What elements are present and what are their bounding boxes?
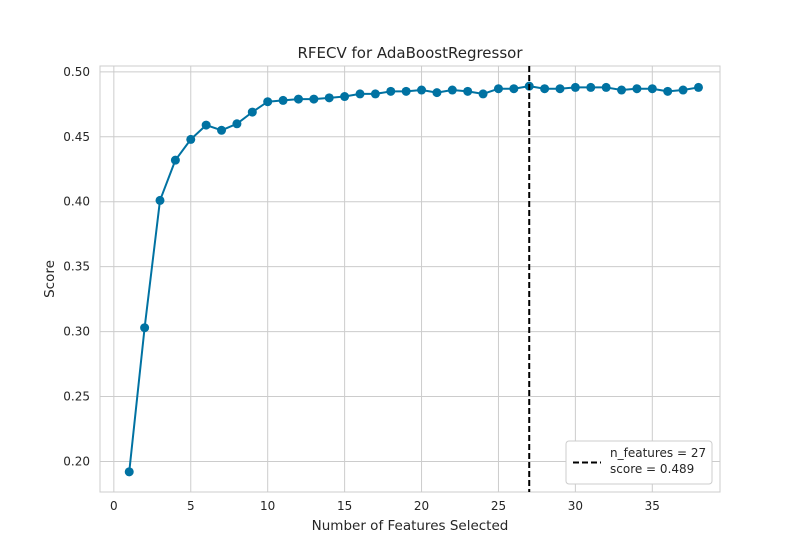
data-point	[693, 82, 703, 92]
data-point	[570, 82, 580, 92]
data-point	[186, 134, 196, 144]
legend-box	[565, 440, 713, 485]
data-point	[232, 119, 242, 129]
data-point	[540, 84, 550, 94]
legend-line-2: score = 0.489	[610, 462, 694, 476]
data-point	[386, 86, 396, 96]
x-axis-label: Number of Features Selected	[312, 518, 509, 534]
data-point	[678, 85, 688, 95]
x-tick-label: 35	[645, 499, 660, 513]
x-tick-label: 15	[337, 499, 352, 513]
x-tick-label: 5	[187, 499, 195, 513]
data-point	[170, 155, 180, 165]
data-point	[247, 107, 257, 117]
data-point	[509, 84, 519, 94]
x-tick-label: 30	[568, 499, 583, 513]
y-axis-label: Score	[42, 260, 58, 298]
data-point	[663, 86, 673, 96]
grid	[100, 66, 720, 492]
y-tick-label: 0.40	[63, 195, 90, 209]
x-tick-label: 0	[110, 499, 118, 513]
x-tick-labels: 0 5 10 15 20 25 30 35	[110, 499, 660, 513]
data-point	[293, 94, 303, 104]
data-point	[355, 89, 365, 99]
data-point	[309, 94, 319, 104]
data-point	[555, 84, 565, 94]
y-tick-label: 0.30	[63, 325, 90, 339]
data-point	[340, 92, 350, 102]
data-point	[401, 86, 411, 96]
y-tick-label: 0.50	[63, 65, 90, 79]
data-point	[263, 97, 273, 107]
data-point	[601, 82, 611, 92]
data-point	[417, 85, 427, 95]
data-point	[155, 195, 165, 205]
data-point	[140, 323, 150, 333]
data-point	[617, 85, 627, 95]
series-layer	[124, 81, 703, 477]
data-point	[370, 89, 380, 99]
y-tick-label: 0.35	[63, 260, 90, 274]
y-tick-label: 0.25	[63, 390, 90, 404]
data-point	[586, 82, 596, 92]
y-tick-labels: 0.20 0.25 0.30 0.35 0.40 0.45 0.50	[63, 65, 90, 469]
data-point	[647, 84, 657, 94]
x-tick-label: 10	[260, 499, 275, 513]
data-point	[201, 120, 211, 130]
y-tick-label: 0.20	[63, 454, 90, 468]
data-point	[432, 88, 442, 98]
data-point	[478, 89, 488, 99]
legend: n_features = 27 score = 0.489	[565, 440, 713, 485]
data-point	[278, 95, 288, 105]
data-point	[463, 86, 473, 96]
x-tick-label: 20	[414, 499, 429, 513]
x-tick-label: 25	[491, 499, 506, 513]
data-point	[124, 467, 134, 477]
chart-title: RFECV for AdaBoostRegressor	[297, 44, 523, 62]
data-point	[493, 84, 503, 94]
data-point	[324, 93, 334, 103]
y-tick-label: 0.45	[63, 130, 90, 144]
data-point	[217, 125, 227, 135]
data-point	[632, 84, 642, 94]
plot-area	[99, 65, 721, 493]
legend-line-1: n_features = 27	[610, 446, 706, 460]
data-point	[447, 85, 457, 95]
